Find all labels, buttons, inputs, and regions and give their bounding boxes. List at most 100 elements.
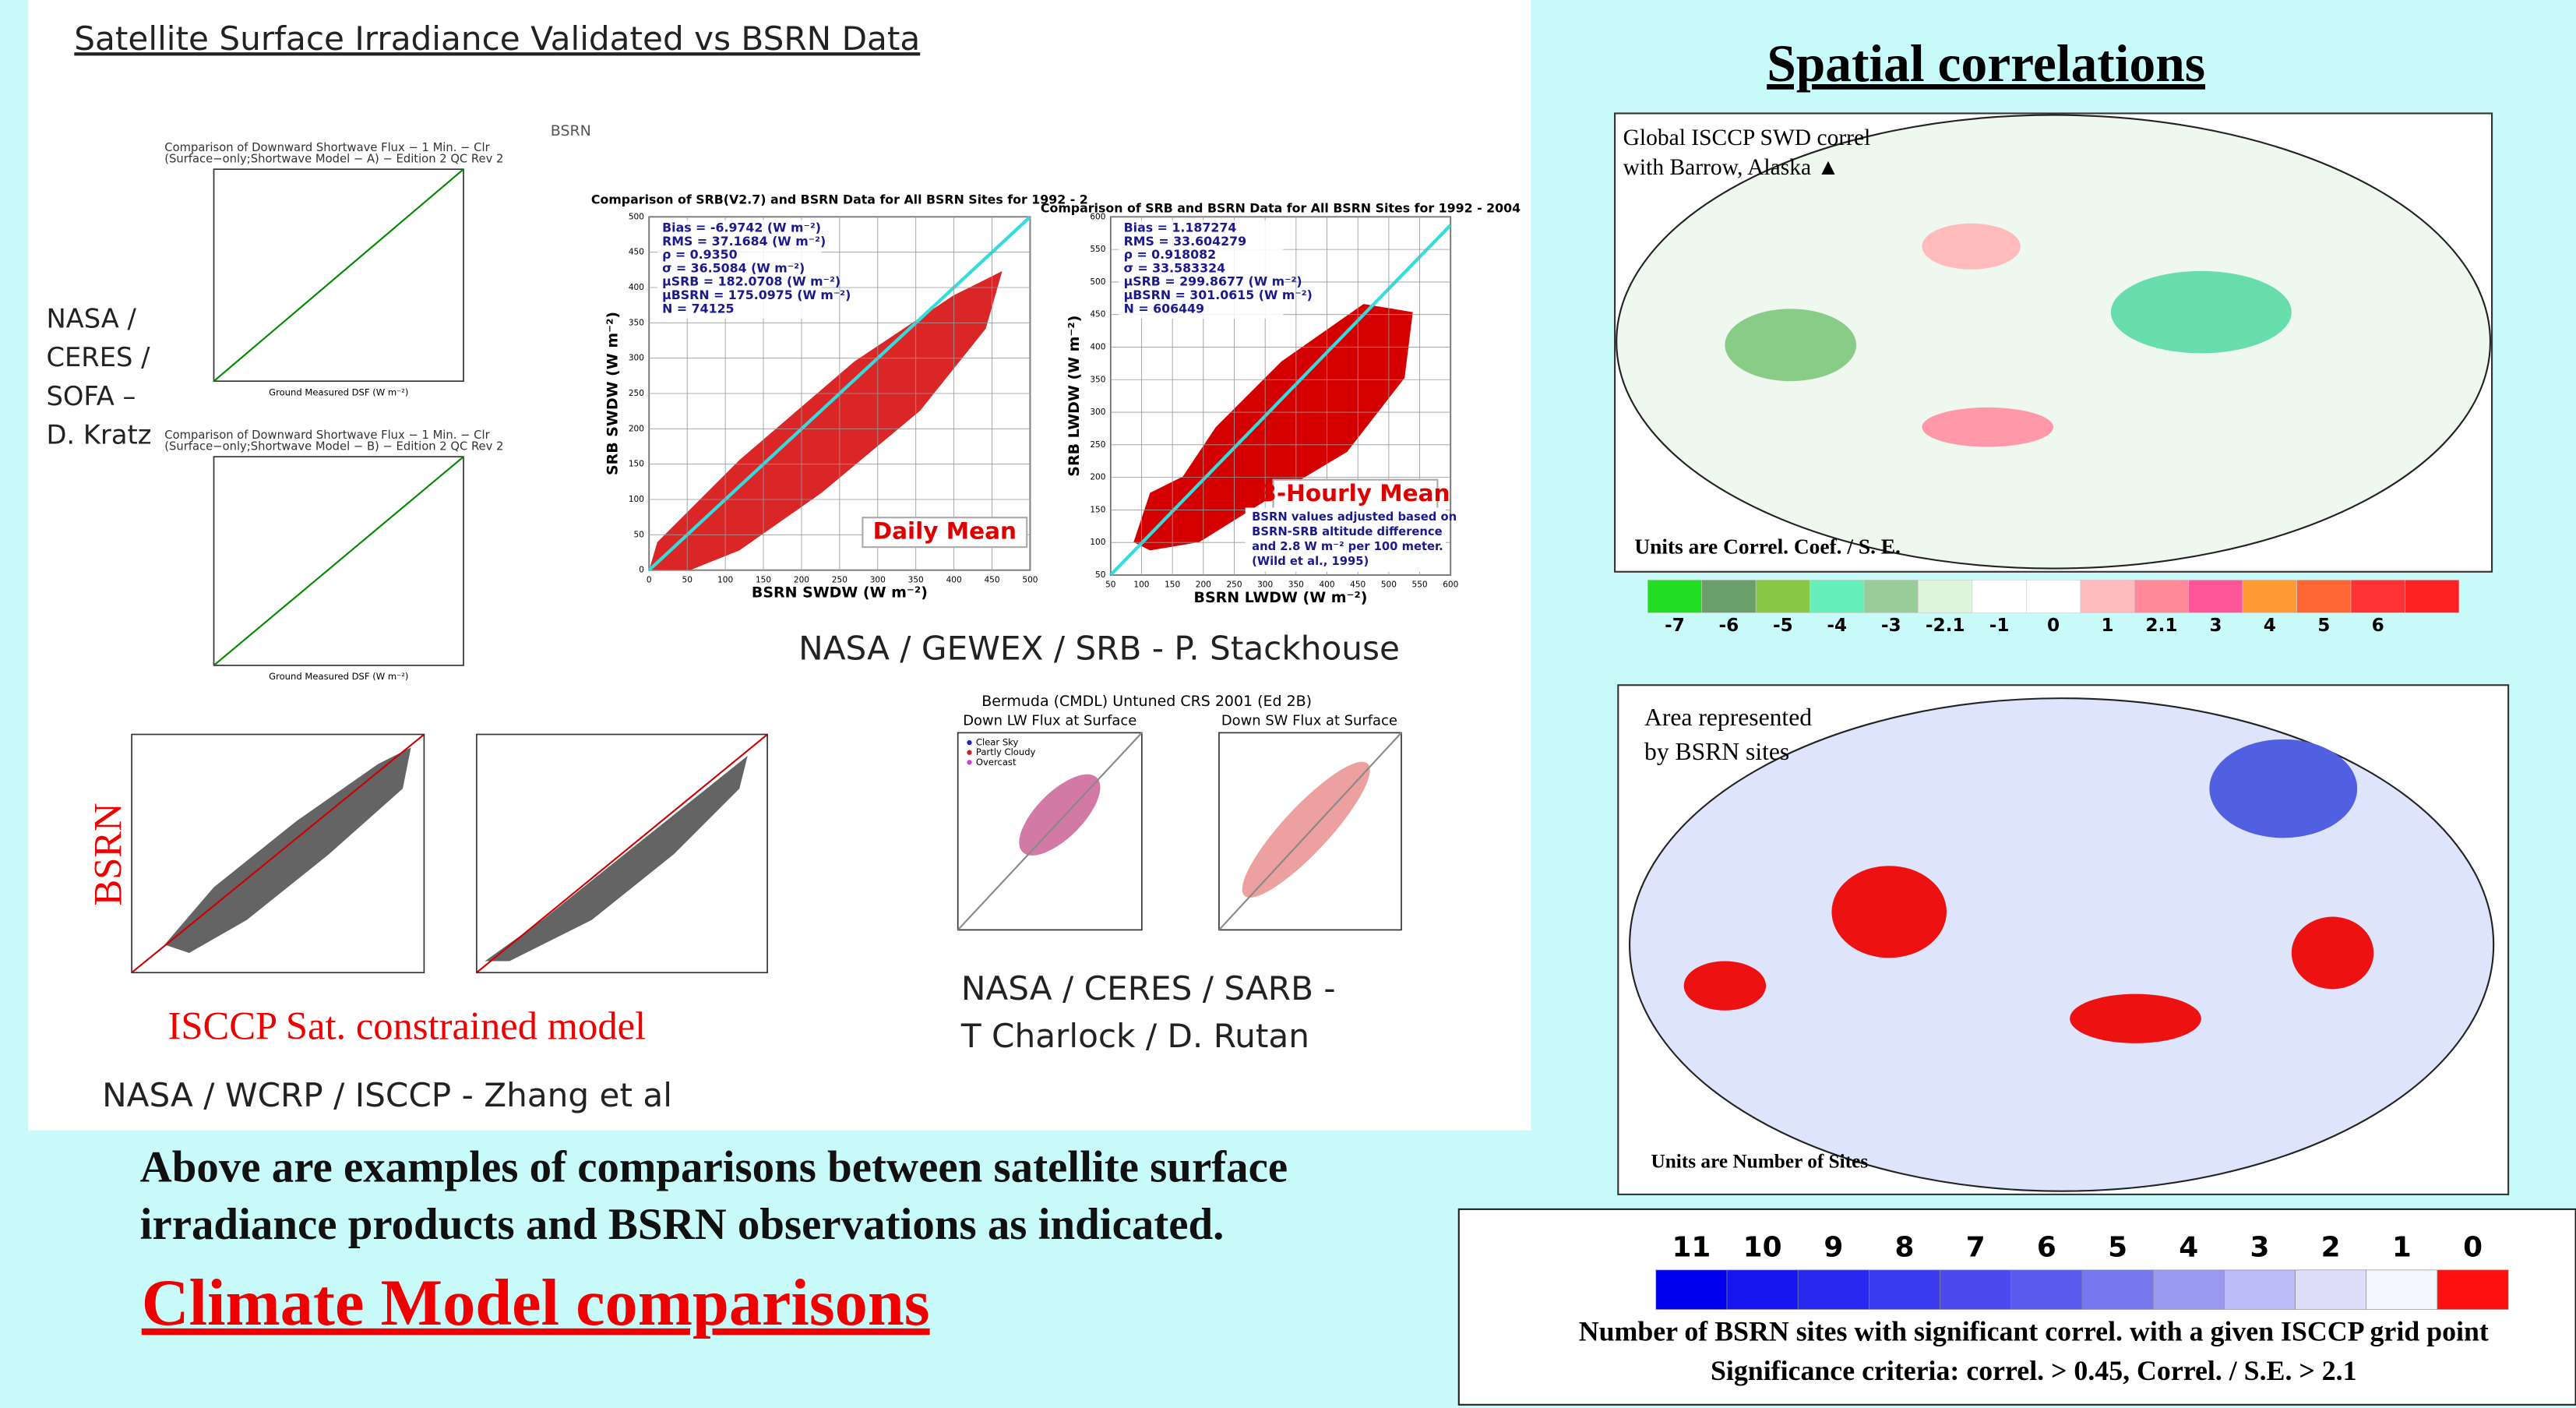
colorbar-label: 1 xyxy=(2392,1231,2412,1263)
plot-title: Comparison of SRB(V2.7) and BSRN Data fo… xyxy=(591,192,1088,207)
colorbar-cell xyxy=(2297,580,2351,612)
section-heading: Climate Model comparisons xyxy=(142,1267,930,1339)
summary: irradiance products and BSRN observation… xyxy=(140,1200,1225,1249)
colorbar-cell xyxy=(1727,1270,1798,1310)
axis-label: BSRN LWDW (W m⁻²) xyxy=(1194,589,1368,606)
colorbar-label: -6 xyxy=(1719,615,1739,636)
plot-title: Down SW Flux at Surface xyxy=(1221,713,1397,729)
credit: NASA / CERES / SARB - xyxy=(961,969,1336,1007)
map-blob xyxy=(2209,739,2357,838)
legend-marker xyxy=(967,760,971,764)
colorbar-label: 0 xyxy=(2047,615,2060,636)
map-blob xyxy=(2070,994,2201,1043)
colorbar-cell xyxy=(1702,580,1756,612)
legend-marker xyxy=(967,740,971,745)
stat: μBSRN = 175.0975 (W m⁻²) xyxy=(662,288,851,302)
colorbar-cell xyxy=(1940,1270,2011,1310)
plot-title: (Surface−only;Shortwave Model − B) − Edi… xyxy=(164,440,503,453)
credit: NASA / GEWEX / SRB - P. Stackhouse xyxy=(798,629,1400,667)
plot-title: Down LW Flux at Surface xyxy=(963,713,1136,729)
x-tick-label: 350 xyxy=(1288,580,1304,590)
note: BSRN values adjusted based on xyxy=(1252,510,1457,524)
x-tick-label: 250 xyxy=(832,575,848,584)
axis-label: SRB LWDW (W m⁻²) xyxy=(1066,316,1083,477)
plot-title: (Surface−only;Shortwave Model − A) − Edi… xyxy=(164,153,503,166)
panel-title: Spatial correlations xyxy=(1767,34,2205,93)
map-blob xyxy=(1831,866,1947,958)
colorbar-label: -5 xyxy=(1773,615,1793,636)
x-tick-label: 100 xyxy=(1133,580,1149,590)
colorbar-label: -1 xyxy=(1989,615,2010,636)
y-tick-label: 300 xyxy=(1090,408,1105,417)
credit: SOFA – xyxy=(46,381,136,411)
credit: T Charlock / D. Rutan xyxy=(960,1017,1309,1055)
x-tick-label: 50 xyxy=(682,575,692,584)
map-blob xyxy=(1922,224,2021,270)
x-tick-label: 50 xyxy=(1105,580,1115,590)
colorbar-label: 0 xyxy=(2463,1231,2483,1263)
y-tick-label: 50 xyxy=(1095,570,1105,580)
y-tick-label: 50 xyxy=(634,530,644,539)
x-tick-label: 400 xyxy=(1319,580,1334,590)
colorbar-cell xyxy=(1647,580,1701,612)
y-tick-label: 100 xyxy=(629,495,644,504)
plot-label: Daily Mean xyxy=(873,518,1017,545)
y-tick-label: 400 xyxy=(1090,342,1105,351)
colorbar-cell xyxy=(2134,580,2188,612)
colorbar-cell xyxy=(2026,580,2080,612)
colorbar-cell xyxy=(2351,580,2405,612)
colorbar-label: 9 xyxy=(1824,1231,1843,1263)
model-label: ISCCP Sat. constrained model xyxy=(167,1004,646,1048)
axis-label: BSRN xyxy=(86,803,129,905)
stat: μSRB = 299.8677 (W m⁻²) xyxy=(1124,274,1302,289)
colorbar-label: 4 xyxy=(2179,1231,2198,1263)
y-tick-label: 350 xyxy=(1090,375,1105,384)
colorbar-label: 8 xyxy=(1895,1231,1915,1263)
colorbar-cell xyxy=(1972,580,2026,612)
stat: σ = 36.5084 (W m⁻²) xyxy=(662,260,805,275)
map-blob xyxy=(1725,309,1856,381)
colorbar-label: 11 xyxy=(1672,1231,1711,1263)
x-tick-label: 200 xyxy=(794,575,809,584)
x-tick-label: 150 xyxy=(756,575,771,584)
slide: Satellite Surface Irradiance Validated v… xyxy=(0,0,2576,1408)
y-tick-label: 300 xyxy=(629,354,644,363)
colorbar-label: 2.1 xyxy=(2145,615,2177,636)
colorbar-label: -4 xyxy=(1827,615,1847,636)
stat: μSRB = 182.0708 (W m⁻²) xyxy=(662,274,840,289)
colorbar-cell xyxy=(1864,580,1918,612)
x-tick-label: 550 xyxy=(1412,580,1428,590)
x-tick-label: 300 xyxy=(1257,580,1273,590)
x-tick-label: 500 xyxy=(1381,580,1397,590)
colorbar-label: 4 xyxy=(2264,615,2276,636)
colorbar-label: 6 xyxy=(2372,615,2384,636)
map-caption: Area represented xyxy=(1644,704,1812,731)
y-tick-label: 0 xyxy=(639,566,644,575)
colorbar-cell xyxy=(2437,1270,2508,1310)
axis-label: BSRN SWDW (W m⁻²) xyxy=(752,584,928,602)
stat: σ = 33.583324 xyxy=(1124,260,1225,275)
colorbar-cell xyxy=(1798,1270,1869,1310)
x-tick-label: 100 xyxy=(717,575,733,584)
x-tick-label: 0 xyxy=(647,575,652,584)
colorbar-label: 7 xyxy=(1966,1231,1986,1263)
colorbar-label: 5 xyxy=(2108,1231,2127,1263)
map-blob xyxy=(2111,271,2292,353)
stat: ρ = 0.918082 xyxy=(1124,247,1216,262)
y-tick-label: 500 xyxy=(629,212,644,221)
map-blob xyxy=(1922,408,2053,447)
credit: D. Kratz xyxy=(46,419,151,450)
stat: ρ = 0.9350 xyxy=(662,247,738,262)
colorbar-cell xyxy=(2243,580,2296,612)
credit: NASA / WCRP / ISCCP - Zhang et al xyxy=(102,1076,672,1114)
stat: RMS = 37.1684 (W m⁻²) xyxy=(662,234,826,249)
colorbar-cell xyxy=(2081,580,2134,612)
colorbar-cell xyxy=(2011,1270,2082,1310)
note: and 2.8 W m⁻² per 100 meter. xyxy=(1252,540,1443,553)
stat: Bias = 1.187274 xyxy=(1124,221,1237,235)
colorbar-cell xyxy=(2153,1270,2224,1310)
x-tick-label: 450 xyxy=(984,575,999,584)
map-blob xyxy=(1684,961,1766,1010)
colorbar-cell xyxy=(2296,1270,2366,1310)
colorbar-label: -3 xyxy=(1881,615,1901,636)
